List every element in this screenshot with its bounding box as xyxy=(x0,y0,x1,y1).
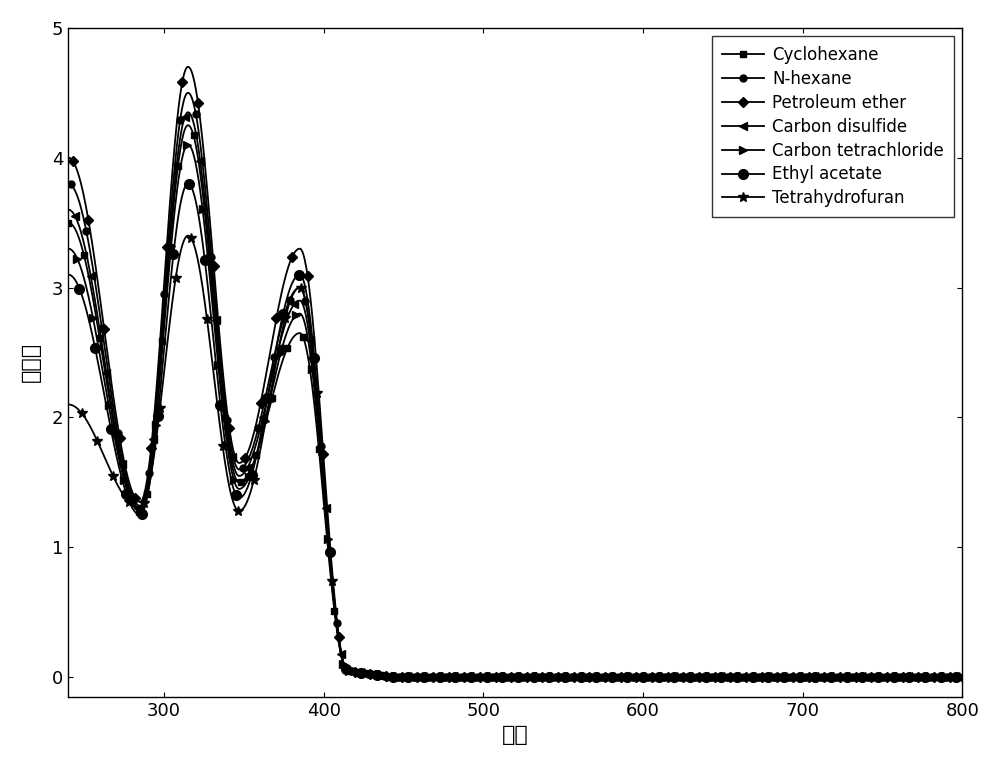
Tetrahydrofuran xyxy=(214,419,226,428)
Cyclohexane xyxy=(62,218,74,228)
Cyclohexane xyxy=(214,365,226,374)
Ethyl acetate xyxy=(390,673,402,682)
N-hexane xyxy=(552,673,564,682)
Petroleum ether xyxy=(552,673,564,682)
N-hexane xyxy=(533,673,545,682)
N-hexane xyxy=(364,669,376,679)
Cyclohexane xyxy=(552,673,564,682)
Petroleum ether xyxy=(182,62,194,71)
Line: N-hexane: N-hexane xyxy=(65,90,966,681)
Tetrahydrofuran xyxy=(956,673,968,682)
Tetrahydrofuran xyxy=(181,231,193,241)
Carbon tetrachloride xyxy=(451,673,463,682)
Petroleum ether xyxy=(364,669,376,679)
N-hexane xyxy=(451,673,463,682)
Line: Petroleum ether: Petroleum ether xyxy=(65,64,966,681)
Carbon tetrachloride xyxy=(533,673,545,682)
Ethyl acetate xyxy=(214,394,226,403)
Petroleum ether xyxy=(390,673,402,682)
Tetrahydrofuran xyxy=(533,673,545,682)
Tetrahydrofuran xyxy=(552,673,564,682)
Line: Tetrahydrofuran: Tetrahydrofuran xyxy=(63,231,967,683)
Ethyl acetate xyxy=(182,179,194,188)
Cyclohexane xyxy=(390,673,402,682)
Line: Carbon disulfide: Carbon disulfide xyxy=(64,108,966,682)
Carbon tetrachloride xyxy=(552,673,564,682)
Ethyl acetate xyxy=(552,673,564,682)
N-hexane xyxy=(956,673,968,682)
Carbon disulfide xyxy=(552,673,564,682)
Carbon tetrachloride xyxy=(214,375,226,385)
Tetrahydrofuran xyxy=(451,673,463,682)
Carbon disulfide xyxy=(451,673,463,682)
Petroleum ether xyxy=(181,63,193,72)
Carbon tetrachloride xyxy=(364,669,376,679)
Carbon disulfide xyxy=(533,673,545,682)
Petroleum ether xyxy=(956,673,968,682)
Line: Carbon tetrachloride: Carbon tetrachloride xyxy=(64,141,966,682)
Cyclohexane xyxy=(956,673,968,682)
Petroleum ether xyxy=(214,332,226,342)
Cyclohexane xyxy=(182,121,194,130)
Y-axis label: 吸光度: 吸光度 xyxy=(21,342,41,382)
Carbon disulfide xyxy=(214,356,226,365)
Carbon tetrachloride xyxy=(62,244,74,254)
Cyclohexane xyxy=(181,121,193,130)
Ethyl acetate xyxy=(451,673,463,682)
Cyclohexane xyxy=(533,673,545,682)
Petroleum ether xyxy=(533,673,545,682)
Carbon disulfide xyxy=(364,669,376,679)
N-hexane xyxy=(181,89,193,98)
X-axis label: 波长: 波长 xyxy=(502,725,529,745)
Petroleum ether xyxy=(62,153,74,162)
N-hexane xyxy=(62,179,74,188)
N-hexane xyxy=(214,345,226,355)
N-hexane xyxy=(390,673,402,682)
Carbon disulfide xyxy=(181,108,193,117)
Tetrahydrofuran xyxy=(364,669,376,679)
Tetrahydrofuran xyxy=(390,673,402,682)
Ethyl acetate xyxy=(181,179,193,188)
Carbon tetrachloride xyxy=(181,141,193,150)
Carbon disulfide xyxy=(182,108,194,117)
Line: Ethyl acetate: Ethyl acetate xyxy=(63,179,967,683)
Carbon tetrachloride xyxy=(956,673,968,682)
Carbon disulfide xyxy=(62,205,74,214)
Line: Cyclohexane: Cyclohexane xyxy=(65,122,966,681)
Tetrahydrofuran xyxy=(62,400,74,409)
Cyclohexane xyxy=(364,669,376,679)
Legend: Cyclohexane, N-hexane, Petroleum ether, Carbon disulfide, Carbon tetrachloride, : Cyclohexane, N-hexane, Petroleum ether, … xyxy=(712,36,954,218)
Carbon tetrachloride xyxy=(390,673,402,682)
Ethyl acetate xyxy=(956,673,968,682)
Ethyl acetate xyxy=(62,270,74,280)
Tetrahydrofuran xyxy=(182,231,194,241)
Ethyl acetate xyxy=(364,669,376,679)
Carbon disulfide xyxy=(956,673,968,682)
Carbon tetrachloride xyxy=(182,140,194,149)
Carbon disulfide xyxy=(390,673,402,682)
Petroleum ether xyxy=(451,673,463,682)
Ethyl acetate xyxy=(533,673,545,682)
Cyclohexane xyxy=(451,673,463,682)
N-hexane xyxy=(182,88,194,97)
